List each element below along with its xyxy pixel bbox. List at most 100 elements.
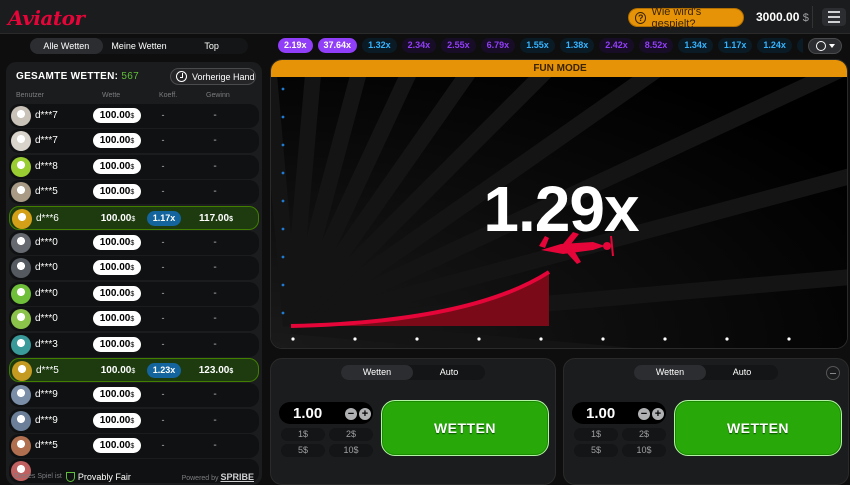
avatar [11,106,31,126]
bet-panel-2-tabs: Wetten Auto [634,365,778,380]
bet-row: d***6 100.00$ 1.17x 117.00$ [9,205,259,230]
game-canvas: FUN MODE 1.29x [270,59,848,349]
tab-my-bets[interactable]: Meine Wetten [111,41,167,51]
multiplier-history: 2.19x 37.64x 1.32x 2.34x 2.55x 6.79x 1.55x 1.38… [278,38,803,54]
quick-bet-2[interactable]: 2$ [622,428,666,441]
bet-amount: 100.00$ [100,364,136,376]
how-to-play-button[interactable]: ? Wie wird's gespielt? [628,5,744,30]
avatar [11,385,31,406]
plus-button[interactable]: + [359,408,371,420]
bet-row: d***5 100.00$ 1.23x 123.00$ [9,357,259,382]
bet-currency: $ [130,189,135,197]
quick-bet-5[interactable]: 5$ [574,444,618,457]
cashout-coef: - [161,186,165,197]
history-dropdown-button[interactable] [808,38,842,54]
bet-currency: $ [130,290,135,298]
multiplier-chip[interactable]: 2.34x [401,38,437,53]
multiplier-chip[interactable]: 8.52x [638,38,674,53]
shield-icon [65,471,75,482]
hamburger-icon [828,11,840,13]
history-icon [815,41,826,51]
win-amount: - [213,389,217,401]
avatar [11,258,31,279]
multiplier-chip[interactable]: 2.19x [278,38,313,53]
tab-auto[interactable]: Auto [439,367,459,377]
current-multiplier: 1.29x [483,173,639,245]
balance-display: 3000.00 $ [756,10,809,24]
avatar [11,410,31,431]
tab-all-bets[interactable]: Alle Wetten [30,38,103,54]
avatar [11,283,31,304]
quick-bet-2[interactable]: 2$ [329,428,373,441]
place-bet-button[interactable]: WETTEN [674,400,842,456]
bet-currency: $ [130,163,135,171]
cashout-coef: - [161,414,165,425]
multiplier-chip[interactable]: 1. [796,38,803,53]
multiplier-chip[interactable]: 1.55x [520,38,555,53]
remove-panel-icon[interactable] [826,366,840,380]
cashout-coef: - [161,287,165,298]
cashout-coef: - [161,160,165,171]
bet-amount: 100.00$ [93,438,141,454]
bet-amount: 100.00$ [93,234,141,250]
quick-bet-1[interactable]: 1$ [574,428,618,441]
bet-row: d***0 100.00$ - - [9,281,259,306]
win-amount: - [213,110,217,121]
avatar [11,232,31,253]
bet-panel-1-tabs: Wetten Auto [341,365,485,380]
footer: Dieses Spiel ist Provably Fair Powered b… [6,468,262,485]
multiplier-chip[interactable]: 1.32x [362,38,397,53]
previous-hand-button[interactable]: Vorherige Hand [170,68,256,85]
multiplier-chip[interactable]: 1.38x [559,38,595,53]
total-bets-label: GESAMTE WETTEN: [16,71,119,82]
bets-panel: GESAMTE WETTEN: 567 Vorherige Hand Benut… [6,62,262,485]
user-name: d***3 [35,338,58,350]
multiplier-chip[interactable]: 6.79x [480,38,516,53]
multiplier-chip[interactable]: 1.34x [678,38,713,53]
win-amount: - [213,287,217,299]
provably-fair-link[interactable]: Provably Fair [65,471,131,482]
avatar [11,182,31,203]
footer-text: Dieses Spiel ist [14,473,62,480]
win-amount: - [213,186,217,198]
user-name: d***0 [35,287,58,299]
tab-auto[interactable]: Auto [732,367,752,377]
multiplier-chip[interactable]: 1.24x [757,38,792,53]
bet-row [9,459,259,484]
quick-bet-10[interactable]: 10$ [329,444,373,457]
multiplier-chip[interactable]: 2.55x [441,38,476,53]
how-to-play-label: Wie wird's gespielt? [651,5,702,30]
bet-amount: 100.00$ [93,133,141,149]
column-user: Benutzer [16,92,45,99]
tab-bet[interactable]: Wetten [341,365,413,380]
bet-currency: $ [130,417,135,425]
minus-button[interactable]: − [345,408,357,420]
balance-value: 3000.00 [756,10,800,24]
multiplier-chip[interactable]: 1.17x [717,38,753,53]
user-name: d***8 [35,160,58,172]
tab-bet[interactable]: Wetten [634,365,706,380]
bet-amount: 100.00$ [100,212,136,224]
place-bet-button[interactable]: WETTEN [381,400,549,456]
quick-bet-5[interactable]: 5$ [281,444,325,457]
spribe-logo[interactable]: SPRIBE [220,471,254,482]
bet-currency: $ [130,265,135,273]
bet-currency: $ [130,341,135,349]
multiplier-chip[interactable]: 37.64x [317,38,358,53]
multiplier-chip[interactable]: 2.42x [599,38,634,53]
win-amount: - [213,160,217,172]
quick-bet-1[interactable]: 1$ [281,428,325,441]
question-icon: ? [635,11,647,24]
user-name: d***0 [35,313,58,325]
bet-row: d***9 100.00$ - - [9,408,259,433]
minus-button[interactable]: − [638,408,650,420]
quick-bet-10[interactable]: 10$ [622,444,666,457]
user-name: d***6 [36,212,59,224]
tab-top[interactable]: Top [204,41,219,51]
aviator-logo[interactable]: Aviator [8,6,85,30]
win-amount: - [213,338,217,350]
plus-button[interactable]: + [652,408,664,420]
flight-curve [290,270,551,328]
cashout-coef: 1.23x [147,362,181,378]
menu-button[interactable] [822,8,846,26]
